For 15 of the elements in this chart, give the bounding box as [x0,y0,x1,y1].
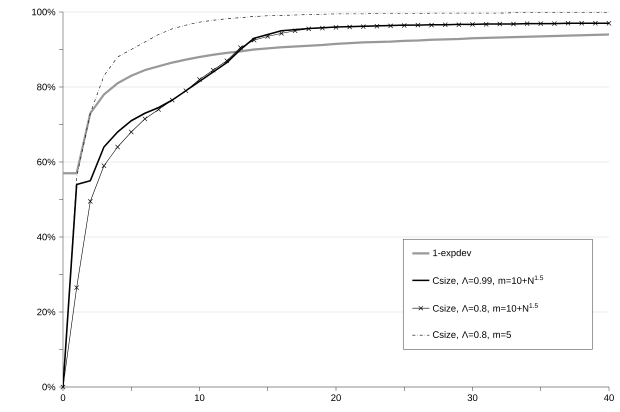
legend-label: Csize, Λ=0.8, m=5 [432,331,511,340]
y-tick-label: 40% [36,234,56,240]
y-tick-label: 60% [37,158,56,166]
legend-label: 1-expdev [433,249,472,258]
legend-label: Csize, Λ=0.99, m=10+N$^{1.5}$ [432,275,544,286]
x-tick-label: 0 [60,394,66,402]
x-tick-label: 30 [468,394,478,402]
x-tick-label: 40 [604,394,614,402]
y-tick-label: 20% [37,308,56,316]
x-tick-label: 10 [194,394,204,402]
y-tick-label: 100% [32,8,56,16]
y-tick-label: 0% [42,384,56,390]
y-tick-label: 80% [37,84,56,90]
x-tick-label: 20 [331,394,341,402]
legend-label: Csize, Λ=0.8, m=10+N$^{1.5}$ [432,303,538,313]
